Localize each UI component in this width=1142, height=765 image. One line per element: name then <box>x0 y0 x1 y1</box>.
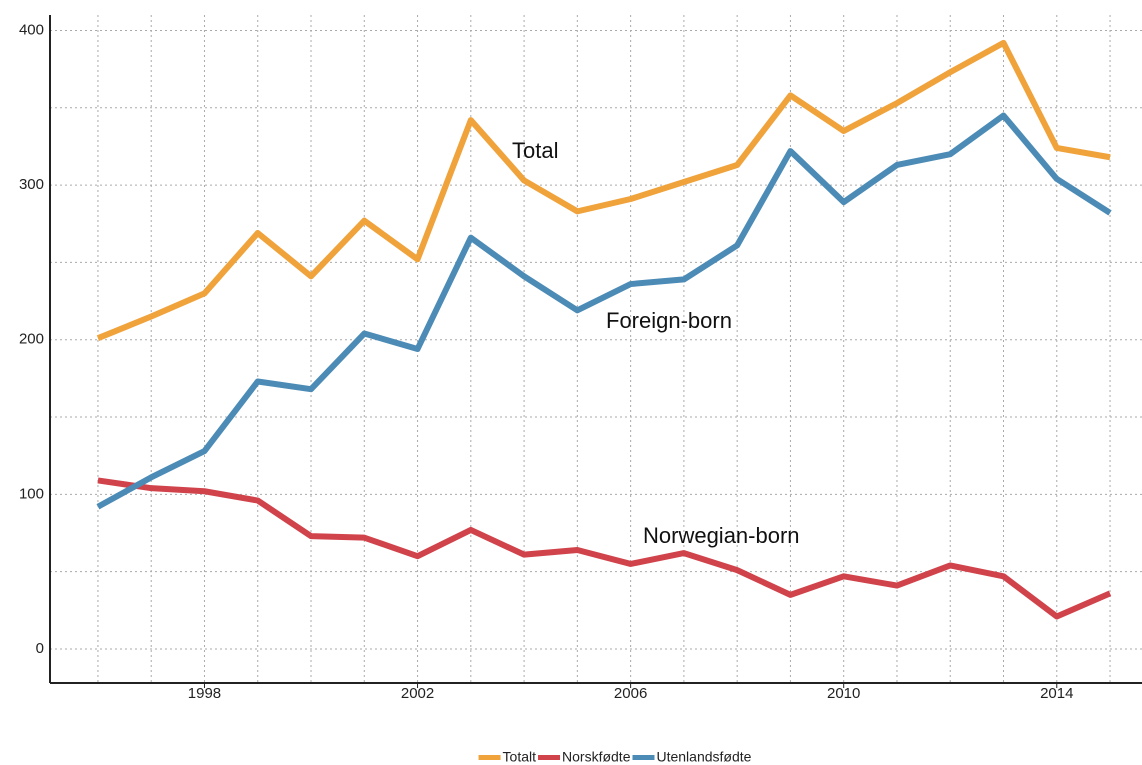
y-tick-label: 300 <box>19 176 44 193</box>
legend-swatch <box>538 755 561 760</box>
x-tick-label: 2010 <box>827 685 860 702</box>
y-tick-label: 100 <box>19 485 44 502</box>
legend-swatch <box>632 755 655 760</box>
annotation: Total <box>512 138 558 163</box>
legend-swatch <box>478 755 501 760</box>
y-tick-label: 200 <box>19 331 44 348</box>
x-tick-label: 2006 <box>614 685 647 702</box>
line <box>96 112 1112 510</box>
legend-label: Utenlandsfødte <box>656 749 751 765</box>
y-tick-label: 0 <box>36 640 44 657</box>
line <box>97 477 1112 620</box>
annotation: Foreign-born <box>606 308 732 333</box>
x-tick-label: 2002 <box>401 685 434 702</box>
annotation: Norwegian-born <box>643 523 800 548</box>
legend-label: Totalt <box>503 749 537 765</box>
line <box>96 39 1111 341</box>
legend-label: Norskfødte <box>562 749 631 765</box>
y-tick-label: 400 <box>19 21 44 38</box>
x-tick-label: 1998 <box>188 685 221 702</box>
x-tick-label: 2014 <box>1040 685 1073 702</box>
